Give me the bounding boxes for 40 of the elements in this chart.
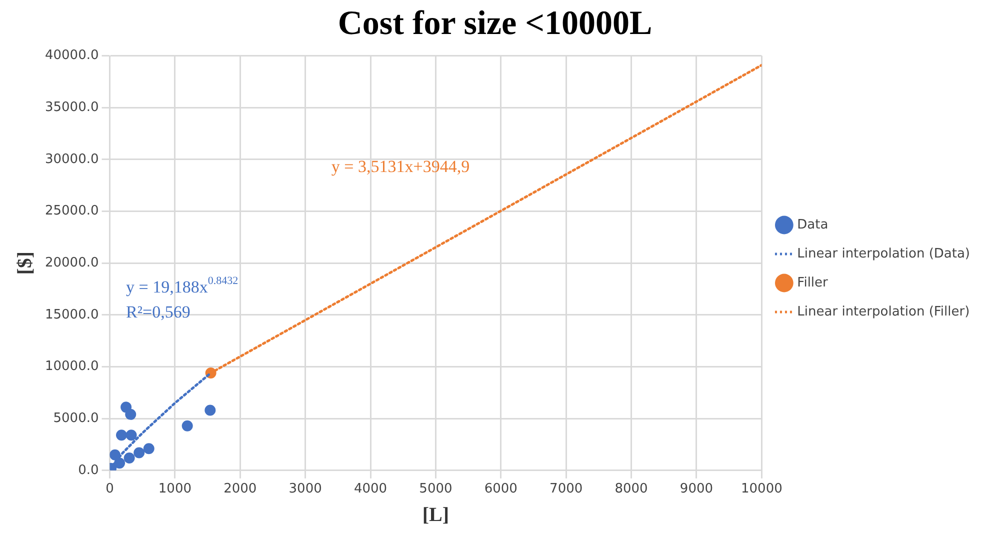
point (205, 367, 216, 378)
legend-label: Linear interpolation (Filler) (797, 304, 970, 320)
x-tick-label: 1000 (158, 482, 192, 497)
annotation: R²=0,569 (126, 302, 190, 322)
point (124, 452, 135, 464)
x-tick-label: 3000 (288, 482, 322, 497)
legend-label: Filler (797, 275, 829, 290)
x-tick-label: 7000 (550, 482, 583, 497)
point (125, 408, 136, 420)
y-tick-label: 15000.0 (44, 307, 99, 322)
x-tick-label: 8000 (614, 482, 648, 497)
x-tick-label: 4000 (354, 482, 388, 497)
x-tick-label: 10000 (740, 482, 782, 497)
annotation: y = 3,5131x+3944,9 (331, 157, 470, 176)
legend-label: Linear interpolation (Data) (797, 246, 970, 262)
point (143, 443, 154, 454)
y-tick-label: 25000.0 (44, 204, 99, 219)
x-tick-label: 9000 (680, 482, 714, 497)
chart-title: Cost for size <10000L (338, 5, 652, 42)
x-tick-label: 0 (106, 482, 114, 497)
y-tick-label: 0.0 (78, 462, 99, 478)
point (204, 404, 216, 416)
x-tick-label: 6000 (484, 482, 518, 497)
point (110, 449, 120, 460)
x-axis-title: [L] (422, 504, 450, 526)
y-tick-label: 20000.0 (44, 255, 99, 270)
y-tick-label: 40000.0 (44, 48, 99, 64)
point (116, 430, 127, 441)
y-tick-label: 10000.0 (44, 359, 99, 374)
point (182, 420, 193, 432)
y-tick-label: 5000.0 (53, 410, 99, 426)
point (114, 458, 126, 469)
point (126, 430, 137, 441)
y-axis-title: [$] (14, 251, 36, 275)
x-tick-label: 5000 (419, 482, 452, 497)
x-tick-label: 2000 (224, 482, 257, 497)
legend-label: Data (797, 217, 828, 232)
point (134, 447, 145, 458)
y-tick-label: 30000.0 (44, 152, 99, 167)
y-tick-label: 35000.0 (44, 100, 99, 115)
